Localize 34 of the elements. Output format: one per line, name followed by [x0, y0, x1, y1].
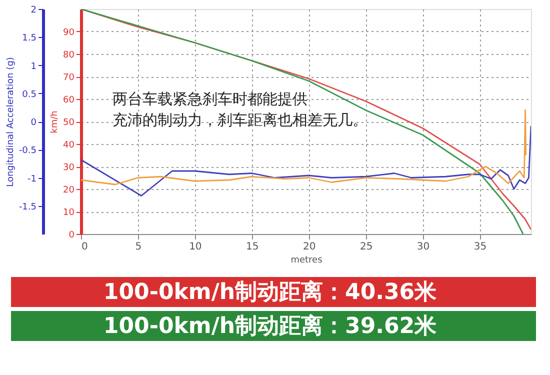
y2-tick-label: 1	[30, 62, 36, 72]
y-tick-label: 10	[63, 208, 75, 218]
annotation: 充沛的制动力，刹车距离也相差无几。	[112, 111, 368, 129]
y-tick-label: 80	[63, 50, 75, 60]
x-tick-label: 20	[302, 242, 316, 252]
y-tick-label: 90	[63, 28, 75, 38]
y-tick-label: 0	[68, 230, 75, 240]
y2-tick-label: 0	[30, 118, 37, 128]
y2-tick-label: 2	[30, 6, 36, 16]
y2-axis-title: Longitudinal Acceleration (g)	[6, 57, 16, 187]
x-tick-label: 0	[82, 242, 88, 252]
y-tick-label: 30	[63, 163, 75, 173]
y2-tick-label: 1.5	[22, 34, 36, 44]
x-tick-label: 10	[189, 242, 202, 252]
y-tick-label: 60	[63, 96, 75, 106]
x-tick-label: 30	[416, 242, 430, 252]
y2-tick-label: -1.5	[18, 202, 36, 212]
y-tick-label: 40	[63, 140, 75, 150]
y-tick-label: 50	[63, 118, 75, 128]
y2-tick-label: -1	[28, 174, 36, 184]
x-tick-label: 25	[360, 242, 373, 252]
x-tick-label: 5	[135, 242, 142, 252]
y2-tick-label: -0.5	[18, 146, 36, 156]
y-tick-label: 70	[63, 73, 75, 83]
y-axis-title: km/h	[50, 110, 60, 134]
text: 100-0km/h制动距离：40.36米	[103, 279, 438, 305]
annotation: 两台车载紧急刹车时都能提供	[112, 90, 308, 108]
x-tick-label: 15	[246, 242, 259, 252]
x-axis-title: metres	[290, 256, 323, 266]
text: 100-0km/h制动距离：39.62米	[103, 313, 438, 339]
x-tick-label: 35	[474, 242, 487, 252]
y2-tick-label: 0.5	[22, 90, 36, 100]
line-series	[81, 110, 527, 186]
y-tick-label: 20	[63, 186, 75, 196]
